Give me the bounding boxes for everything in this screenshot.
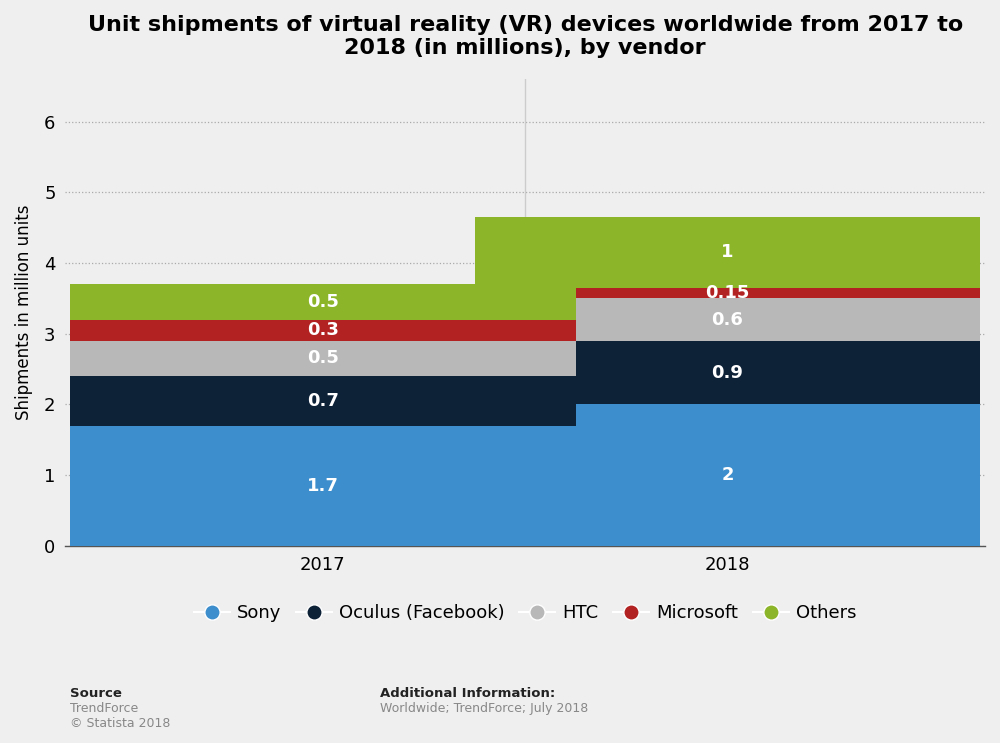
- Bar: [475, 288, 980, 299]
- Text: 0.9: 0.9: [712, 363, 743, 382]
- Y-axis label: Shipments in million units: Shipments in million units: [15, 205, 33, 421]
- Bar: [70, 426, 576, 546]
- Bar: [70, 285, 576, 319]
- Bar: [475, 217, 980, 288]
- Bar: [70, 319, 576, 341]
- Text: 0.5: 0.5: [307, 349, 339, 368]
- Text: 1: 1: [721, 244, 734, 262]
- Text: 0.7: 0.7: [307, 392, 339, 410]
- Text: 0.5: 0.5: [307, 293, 339, 311]
- Text: 0.6: 0.6: [712, 311, 743, 328]
- Text: Additional Information:: Additional Information:: [380, 687, 555, 700]
- Text: 0.15: 0.15: [705, 284, 750, 302]
- Legend: Sony, Oculus (Facebook), HTC, Microsoft, Others: Sony, Oculus (Facebook), HTC, Microsoft,…: [186, 597, 864, 629]
- Text: 0.3: 0.3: [307, 321, 339, 340]
- Title: Unit shipments of virtual reality (VR) devices worldwide from 2017 to
2018 (in m: Unit shipments of virtual reality (VR) d…: [88, 15, 963, 58]
- Bar: [70, 341, 576, 376]
- Text: TrendForce
© Statista 2018: TrendForce © Statista 2018: [70, 702, 170, 730]
- Text: Source: Source: [70, 687, 122, 700]
- Bar: [475, 404, 980, 546]
- Text: Worldwide; TrendForce; July 2018: Worldwide; TrendForce; July 2018: [380, 702, 588, 715]
- Text: 1.7: 1.7: [307, 477, 339, 495]
- Bar: [475, 341, 980, 404]
- Bar: [70, 376, 576, 426]
- Bar: [475, 299, 980, 341]
- Text: 2: 2: [721, 466, 734, 484]
